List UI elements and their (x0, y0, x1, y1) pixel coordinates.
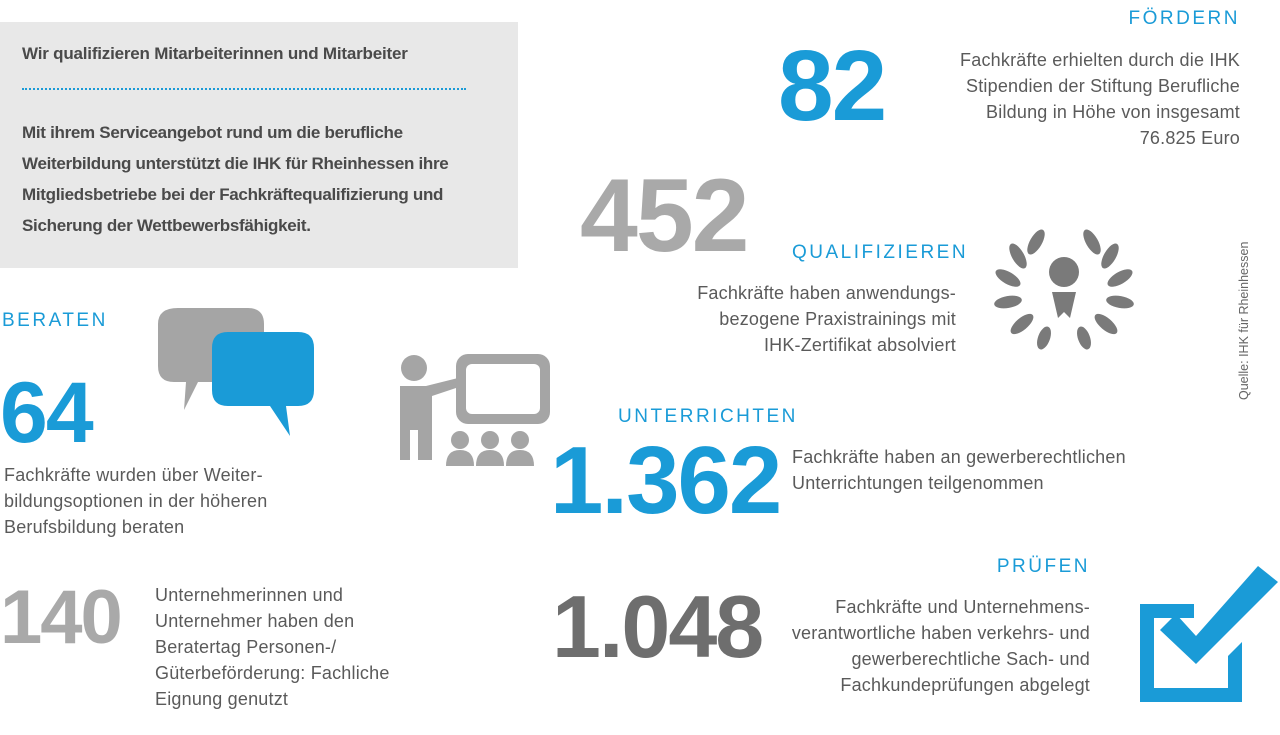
foerdern-heading: FÖRDERN (1128, 8, 1240, 29)
qualifizieren-text: Fachkräfte haben anwendungs-bezogene Pra… (697, 283, 956, 355)
source-note: Quelle: IHK für Rheinhessen (1237, 241, 1251, 400)
qualifizieren-number: 452 (580, 158, 750, 274)
beraten-number: 64 (0, 365, 94, 461)
beraten-text: Fachkräfte wurden über Weiter-bildungsop… (4, 465, 268, 537)
intro-divider (22, 88, 466, 90)
intro-text: Mit ihrem Serviceangebot rund um die ber… (22, 123, 449, 235)
laurel-wreath-medal-icon (994, 222, 1134, 352)
foerdern-number: 82 (778, 30, 887, 142)
pruefen-number: 1.048 (552, 577, 764, 676)
pruefen-text: Fachkräfte und Unternehmens-verantwortli… (791, 597, 1090, 695)
beraten-text2: Unternehmerinnen und Unternehmer haben d… (155, 585, 390, 709)
intro-title: Wir qualifizieren Mitarbeiterinnen und M… (22, 44, 408, 63)
intro-box (0, 22, 518, 268)
teacher-presentation-icon (394, 350, 554, 470)
speech-bubbles-icon (154, 306, 322, 442)
qualifizieren-heading: QUALIFIZIEREN (792, 242, 969, 263)
unterrichten-heading: UNTERRICHTEN (618, 406, 798, 427)
foerdern-text: Fachkräfte erhielten durch die IHK Stipe… (960, 50, 1240, 148)
pruefen-heading: PRÜFEN (996, 556, 1090, 577)
beraten-heading: BERATEN (2, 310, 108, 331)
beraten-number2: 140 (0, 575, 123, 660)
unterrichten-number: 1.362 (550, 427, 782, 534)
checkbox-check-icon (1130, 560, 1280, 710)
unterrichten-text: Fachkräfte haben an gewerberechtlichen U… (792, 447, 1126, 493)
